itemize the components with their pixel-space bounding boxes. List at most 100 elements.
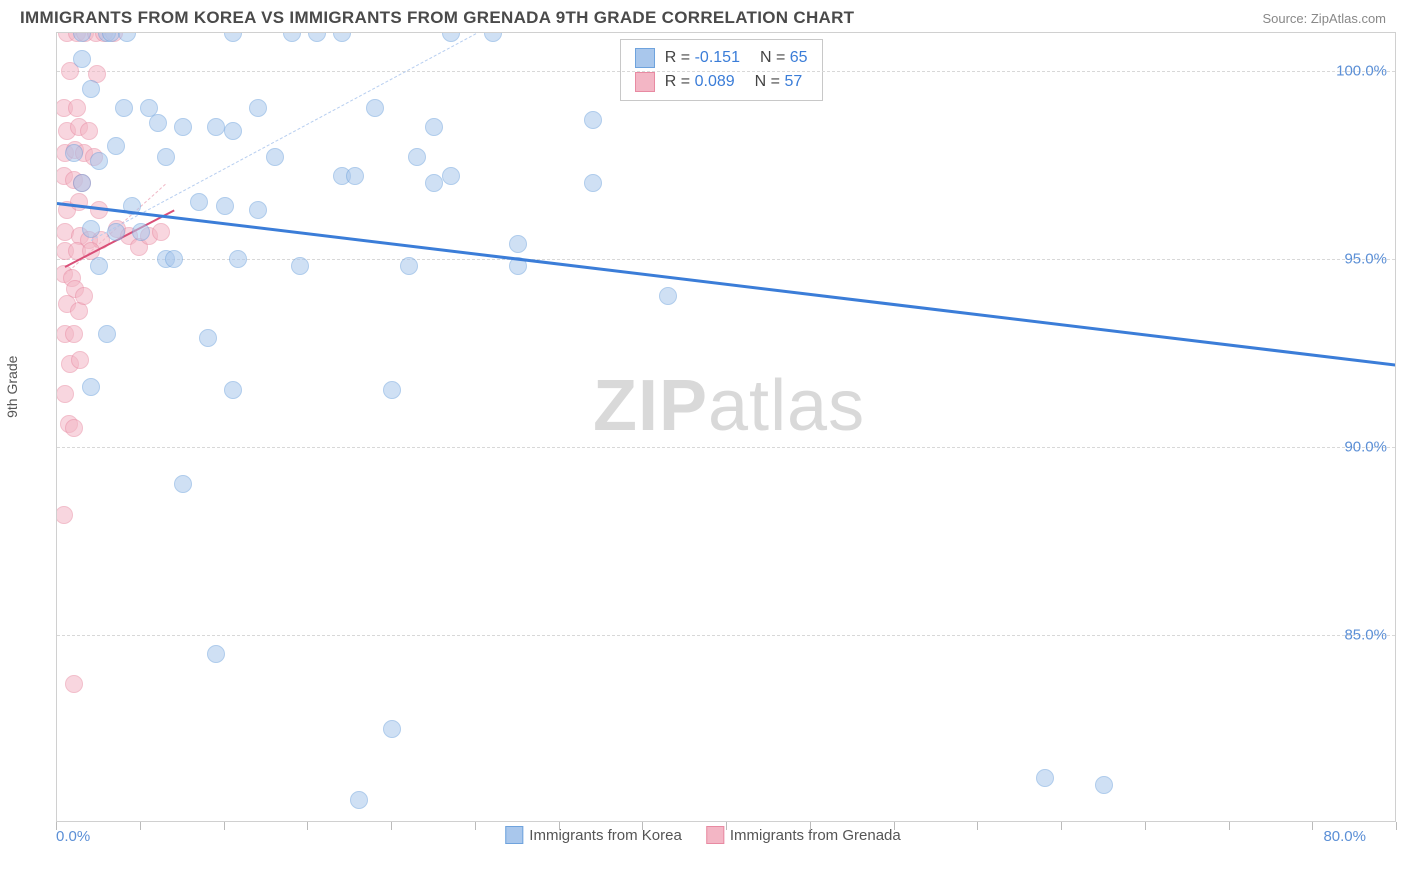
data-point-korea bbox=[149, 114, 167, 132]
dash-line bbox=[90, 33, 476, 241]
data-point-korea bbox=[73, 50, 91, 68]
x-tick bbox=[391, 822, 392, 830]
data-point-grenada bbox=[71, 351, 89, 369]
x-tick bbox=[1312, 822, 1313, 830]
data-point-grenada bbox=[70, 193, 88, 211]
data-point-grenada bbox=[56, 385, 74, 403]
x-tick bbox=[559, 822, 560, 830]
data-point-korea bbox=[383, 720, 401, 738]
watermark-atlas: atlas bbox=[708, 366, 865, 446]
x-tick bbox=[1061, 822, 1062, 830]
data-point-grenada bbox=[56, 506, 73, 524]
stat-row: R = -0.151 N = 65 bbox=[635, 46, 808, 70]
stat-swatch bbox=[635, 72, 655, 92]
trend-line bbox=[57, 202, 1396, 366]
x-tick bbox=[140, 822, 141, 830]
gridline-h bbox=[57, 447, 1395, 448]
data-point-korea bbox=[90, 152, 108, 170]
data-point-grenada bbox=[152, 223, 170, 241]
legend-label: Immigrants from Grenada bbox=[730, 827, 901, 844]
chart-container: 9th Grade ZIPatlas R = -0.151N = 65R = 0… bbox=[20, 32, 1386, 850]
data-point-korea bbox=[132, 223, 150, 241]
data-point-korea bbox=[224, 122, 242, 140]
source-label: Source: ZipAtlas.com bbox=[1262, 11, 1386, 26]
stat-r-label: R = -0.151 bbox=[665, 49, 740, 67]
plot-area: ZIPatlas R = -0.151 N = 65 R = 0.089 N = 57… bbox=[56, 32, 1396, 822]
data-point-korea bbox=[157, 148, 175, 166]
data-point-korea bbox=[107, 137, 125, 155]
x-tick bbox=[307, 822, 308, 830]
x-tick bbox=[1145, 822, 1146, 830]
data-point-korea bbox=[115, 99, 133, 117]
x-tick bbox=[224, 822, 225, 830]
data-point-korea bbox=[346, 167, 364, 185]
data-point-korea bbox=[207, 118, 225, 136]
data-point-korea bbox=[383, 381, 401, 399]
data-point-korea bbox=[174, 118, 192, 136]
data-point-korea bbox=[350, 791, 368, 809]
data-point-korea bbox=[266, 148, 284, 166]
legend-swatch bbox=[505, 826, 523, 844]
gridline-h bbox=[57, 635, 1395, 636]
data-point-korea bbox=[199, 329, 217, 347]
stat-r-label: R = 0.089 bbox=[665, 73, 735, 91]
gridline-h bbox=[57, 259, 1395, 260]
x-tick bbox=[1396, 822, 1397, 830]
data-point-korea bbox=[82, 80, 100, 98]
data-point-korea bbox=[216, 197, 234, 215]
bottom-legend: Immigrants from Korea Immigrants from Gre… bbox=[505, 826, 900, 844]
y-tick-label: 100.0% bbox=[1336, 62, 1387, 79]
legend-item: Immigrants from Korea bbox=[505, 826, 682, 844]
data-point-korea bbox=[442, 32, 460, 42]
watermark: ZIPatlas bbox=[593, 365, 865, 447]
y-axis-label: 9th Grade bbox=[4, 356, 20, 418]
data-point-korea bbox=[165, 250, 183, 268]
watermark-zip: ZIP bbox=[593, 366, 708, 446]
stat-row: R = 0.089 N = 57 bbox=[635, 70, 808, 94]
data-point-grenada bbox=[65, 419, 83, 437]
data-point-korea bbox=[107, 223, 125, 241]
data-point-korea bbox=[333, 32, 351, 42]
x-tick bbox=[894, 822, 895, 830]
data-point-korea bbox=[90, 257, 108, 275]
y-tick-label: 85.0% bbox=[1344, 626, 1387, 643]
data-point-korea bbox=[400, 257, 418, 275]
x-tick bbox=[726, 822, 727, 830]
data-point-korea bbox=[229, 250, 247, 268]
legend-swatch bbox=[706, 826, 724, 844]
data-point-korea bbox=[291, 257, 309, 275]
stat-n-label: N = 57 bbox=[755, 73, 803, 91]
y-tick-label: 95.0% bbox=[1344, 250, 1387, 267]
data-point-grenada bbox=[80, 122, 98, 140]
gridline-h bbox=[57, 71, 1395, 72]
data-point-korea bbox=[224, 381, 242, 399]
data-point-korea bbox=[1095, 776, 1113, 794]
stat-n-label: N = 65 bbox=[760, 49, 808, 67]
x-tick bbox=[1229, 822, 1230, 830]
data-point-korea bbox=[73, 174, 91, 192]
data-point-korea bbox=[82, 378, 100, 396]
chart-title: IMMIGRANTS FROM KOREA VS IMMIGRANTS FROM… bbox=[20, 8, 854, 28]
data-point-korea bbox=[207, 645, 225, 663]
data-point-korea bbox=[584, 111, 602, 129]
data-point-grenada bbox=[65, 675, 83, 693]
legend-item: Immigrants from Grenada bbox=[706, 826, 901, 844]
data-point-korea bbox=[1036, 769, 1054, 787]
data-point-korea bbox=[224, 32, 242, 42]
data-point-korea bbox=[249, 99, 267, 117]
data-point-korea bbox=[98, 325, 116, 343]
data-point-korea bbox=[82, 220, 100, 238]
data-point-korea bbox=[484, 32, 502, 42]
x-tick bbox=[56, 822, 57, 830]
y-tick-label: 90.0% bbox=[1344, 438, 1387, 455]
x-tick bbox=[977, 822, 978, 830]
data-point-korea bbox=[659, 287, 677, 305]
x-axis-min-label: 0.0% bbox=[56, 828, 90, 845]
data-point-korea bbox=[442, 167, 460, 185]
data-point-grenada bbox=[65, 325, 83, 343]
data-point-korea bbox=[425, 174, 443, 192]
data-point-korea bbox=[366, 99, 384, 117]
data-point-korea bbox=[509, 235, 527, 253]
legend-label: Immigrants from Korea bbox=[529, 827, 682, 844]
data-point-korea bbox=[65, 144, 83, 162]
